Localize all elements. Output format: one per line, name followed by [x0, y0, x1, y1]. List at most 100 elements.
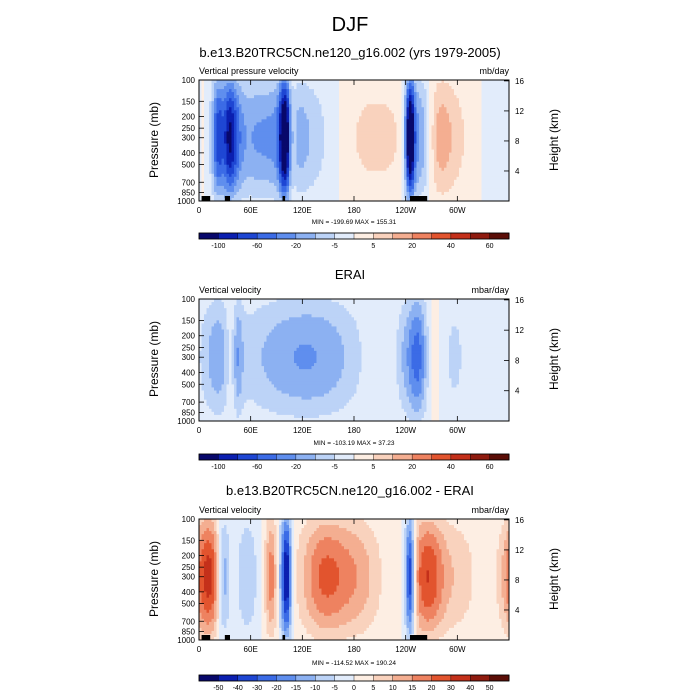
heatmap-cell	[221, 146, 225, 150]
heatmap-cell	[286, 131, 290, 135]
heatmap-cell	[234, 113, 237, 117]
heatmap-cell	[366, 131, 370, 135]
heatmap-cell	[204, 92, 207, 96]
heatmap-cell	[239, 104, 242, 108]
heatmap-cell	[426, 191, 430, 196]
heatmap-cell	[294, 140, 297, 144]
heatmap-cell	[209, 176, 212, 181]
heatmap-cell	[491, 176, 495, 181]
heatmap-cell	[506, 197, 510, 202]
heatmap-cell	[284, 113, 287, 117]
heatmap-cell	[269, 89, 272, 93]
heatmap-cell	[496, 83, 500, 87]
heatmap-cell	[354, 164, 357, 169]
heatmap-cell	[281, 170, 285, 175]
heatmap-cell	[441, 125, 445, 129]
heatmap-cell	[236, 182, 240, 187]
heatmap-cell	[239, 164, 242, 169]
heatmap-cell	[334, 185, 337, 190]
heatmap-cell	[206, 179, 210, 184]
heatmap-cell	[214, 167, 217, 172]
heatmap-cell	[504, 92, 507, 96]
heatmap-cell	[199, 194, 202, 199]
heatmap-cell	[449, 191, 452, 196]
heatmap-cell	[199, 182, 202, 187]
heatmap-cell	[284, 95, 287, 99]
heatmap-cell	[266, 80, 270, 84]
heatmap-cell	[239, 125, 242, 129]
heatmap-cell	[506, 137, 510, 141]
heatmap-cell	[234, 188, 237, 193]
heatmap-cell	[464, 137, 467, 141]
heatmap-cell	[249, 137, 252, 141]
heatmap-cell	[456, 116, 460, 120]
heatmap-cell	[229, 107, 232, 111]
heatmap-cell	[461, 89, 465, 93]
heatmap-cell	[356, 164, 360, 169]
heatmap-cell	[466, 95, 470, 99]
heatmap-cell	[501, 86, 505, 90]
heatmap-cell	[316, 92, 320, 96]
heatmap-cell	[454, 110, 457, 114]
heatmap-cell	[381, 158, 385, 163]
heatmap-cell	[441, 86, 445, 90]
heatmap-cell	[434, 125, 437, 129]
heatmap-cell	[421, 191, 425, 196]
heatmap-cell	[266, 188, 270, 193]
heatmap-cell	[479, 152, 482, 157]
heatmap-cell	[426, 137, 430, 141]
heatmap-cell	[254, 188, 257, 193]
heatmap-cell	[276, 188, 280, 193]
heatmap-cell	[471, 125, 475, 129]
heatmap-cell	[211, 128, 215, 132]
heatmap-cell	[424, 164, 427, 169]
heatmap-cell	[311, 182, 315, 187]
heatmap-cell	[331, 155, 335, 160]
heatmap-cell	[381, 122, 385, 126]
heatmap-cell	[321, 116, 325, 120]
heatmap-cell	[481, 89, 485, 93]
heatmap-cell	[354, 134, 357, 138]
heatmap-cell	[441, 140, 445, 144]
heatmap-cell	[404, 143, 407, 147]
heatmap-cell	[244, 170, 247, 175]
heatmap-cell	[359, 122, 362, 126]
heatmap-cell	[209, 122, 212, 126]
heatmap-cell	[216, 161, 220, 166]
heatmap-cell	[236, 188, 240, 193]
heatmap-cell	[306, 149, 310, 153]
heatmap-cell	[469, 185, 472, 190]
heatmap-cell	[339, 137, 342, 141]
heatmap-cell	[466, 110, 470, 114]
heatmap-cell	[251, 125, 255, 129]
heatmap-cell	[274, 191, 277, 196]
heatmap-cell	[289, 140, 292, 144]
heatmap-cell	[404, 158, 407, 163]
heatmap-cell	[459, 158, 462, 163]
heatmap-cell	[204, 146, 207, 150]
heatmap-cell	[429, 179, 432, 184]
heatmap-cell	[336, 86, 340, 90]
heatmap-cell	[301, 164, 305, 169]
heatmap-cell	[264, 107, 267, 111]
heatmap-cell	[344, 107, 347, 111]
heatmap-cell	[219, 113, 222, 117]
heatmap-cell	[439, 176, 442, 181]
heatmap-cell	[214, 182, 217, 187]
heatmap-cell	[221, 86, 225, 90]
heatmap-cell	[369, 152, 372, 157]
heatmap-cell	[439, 158, 442, 163]
heatmap-cell	[341, 104, 345, 108]
heatmap-cell	[251, 146, 255, 150]
heatmap-cell	[316, 191, 320, 196]
heatmap-cell	[366, 98, 370, 102]
heatmap-cell	[489, 116, 492, 120]
heatmap-cell	[346, 167, 350, 172]
heatmap-cell	[386, 98, 390, 102]
heatmap-cell	[444, 161, 447, 166]
heatmap-cell	[456, 197, 460, 202]
heatmap-cell	[349, 155, 352, 160]
heatmap-cell	[466, 182, 470, 187]
heatmap-cell	[466, 161, 470, 166]
heatmap-cell	[334, 89, 337, 93]
